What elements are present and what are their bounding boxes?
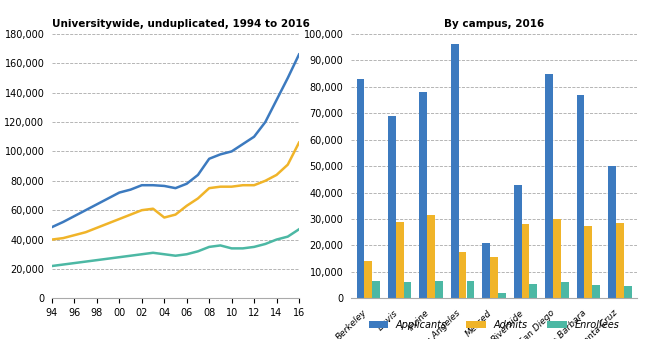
Bar bbox=[435, 281, 443, 298]
Bar bbox=[577, 95, 584, 298]
Bar bbox=[498, 293, 506, 298]
Bar bbox=[404, 282, 411, 298]
Bar bbox=[553, 219, 561, 298]
Bar bbox=[372, 281, 380, 298]
Bar bbox=[521, 224, 529, 298]
Bar bbox=[514, 185, 521, 298]
Bar bbox=[482, 243, 490, 298]
Bar bbox=[584, 226, 592, 298]
Title: By campus, 2016: By campus, 2016 bbox=[444, 19, 544, 29]
Bar bbox=[396, 222, 404, 298]
Bar bbox=[419, 92, 427, 298]
Text: Universitywide, unduplicated, 1994 to 2016: Universitywide, unduplicated, 1994 to 20… bbox=[52, 19, 310, 29]
Bar bbox=[388, 116, 396, 298]
Bar bbox=[529, 284, 537, 298]
Bar bbox=[365, 261, 372, 298]
Bar bbox=[608, 166, 616, 298]
Legend: Applicants, Admits, Enrollees: Applicants, Admits, Enrollees bbox=[365, 316, 623, 334]
Bar bbox=[451, 44, 459, 298]
Bar bbox=[467, 281, 474, 298]
Bar bbox=[356, 79, 365, 298]
Bar bbox=[427, 215, 435, 298]
Bar bbox=[616, 223, 623, 298]
Bar bbox=[490, 257, 498, 298]
Bar bbox=[459, 252, 467, 298]
Bar bbox=[545, 74, 553, 298]
Bar bbox=[561, 282, 569, 298]
Bar bbox=[623, 286, 632, 298]
Bar bbox=[592, 285, 600, 298]
